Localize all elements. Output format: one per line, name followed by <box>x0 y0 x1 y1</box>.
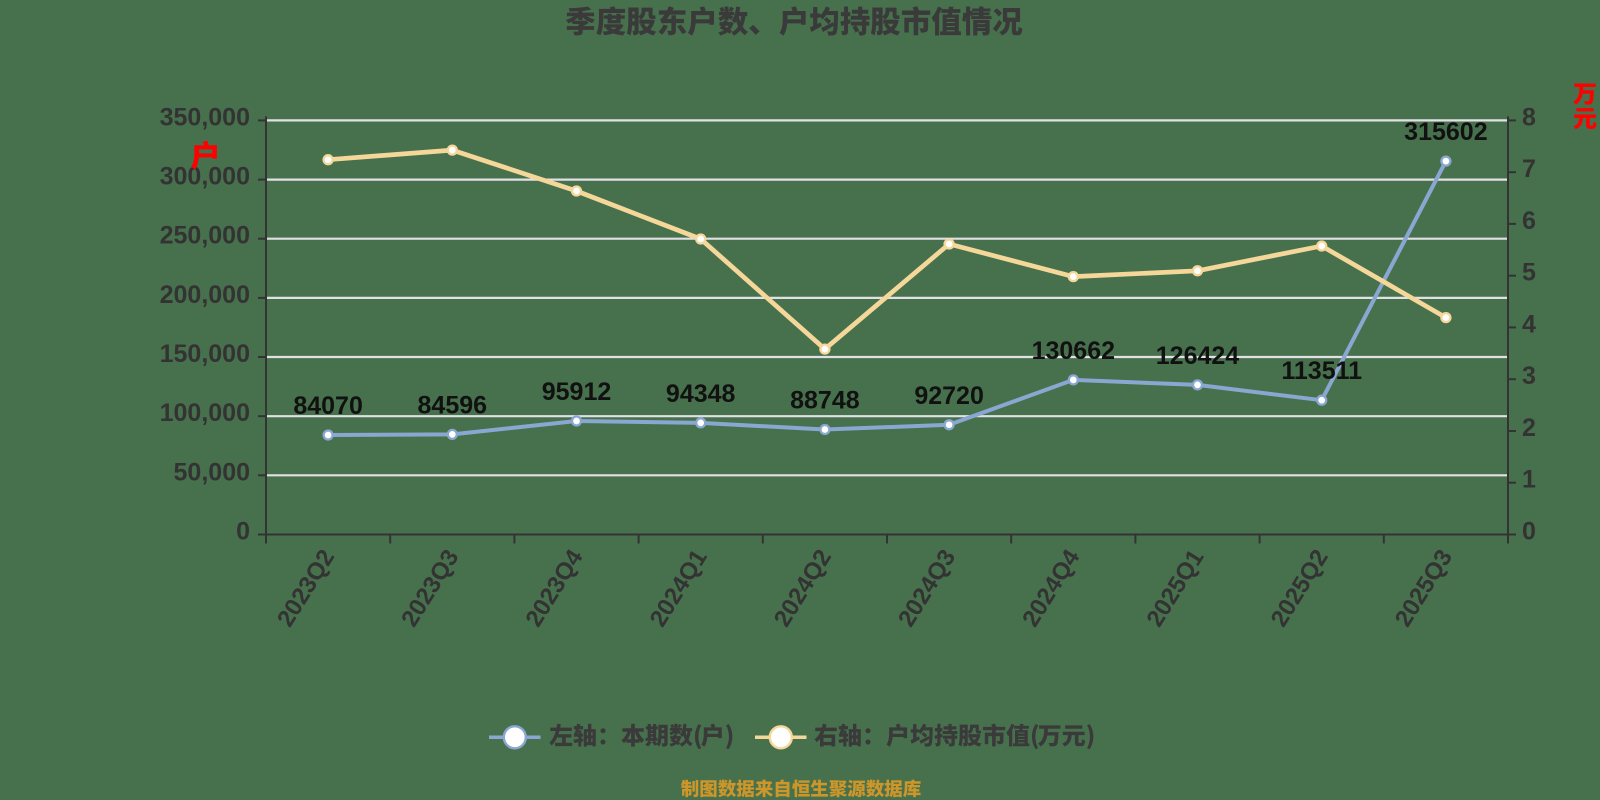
svg-text:200,000: 200,000 <box>160 281 250 309</box>
svg-text:1: 1 <box>1522 466 1536 494</box>
svg-text:113511: 113511 <box>1281 357 1362 385</box>
svg-text:6: 6 <box>1522 207 1536 235</box>
svg-text:130662: 130662 <box>1032 337 1115 365</box>
svg-text:7: 7 <box>1522 155 1536 183</box>
svg-text:5: 5 <box>1522 259 1536 287</box>
svg-text:84070: 84070 <box>293 392 363 420</box>
svg-text:88748: 88748 <box>790 387 860 415</box>
svg-text:92720: 92720 <box>914 382 984 410</box>
svg-text:126424: 126424 <box>1156 342 1240 370</box>
svg-text:84596: 84596 <box>418 391 488 419</box>
svg-text:50,000: 50,000 <box>174 458 250 486</box>
svg-text:315602: 315602 <box>1404 118 1487 146</box>
svg-text:150,000: 150,000 <box>160 340 250 368</box>
svg-text:2: 2 <box>1522 414 1536 442</box>
svg-text:3: 3 <box>1522 362 1536 390</box>
svg-text:100,000: 100,000 <box>160 399 250 427</box>
svg-text:250,000: 250,000 <box>160 222 250 250</box>
svg-text:0: 0 <box>236 518 250 546</box>
svg-text:95912: 95912 <box>542 378 612 406</box>
svg-text:300,000: 300,000 <box>160 163 250 191</box>
svg-text:350,000: 350,000 <box>160 103 250 131</box>
svg-text:4: 4 <box>1522 310 1536 338</box>
svg-text:0: 0 <box>1522 518 1536 546</box>
svg-text:8: 8 <box>1522 103 1536 131</box>
svg-text:94348: 94348 <box>666 380 736 408</box>
